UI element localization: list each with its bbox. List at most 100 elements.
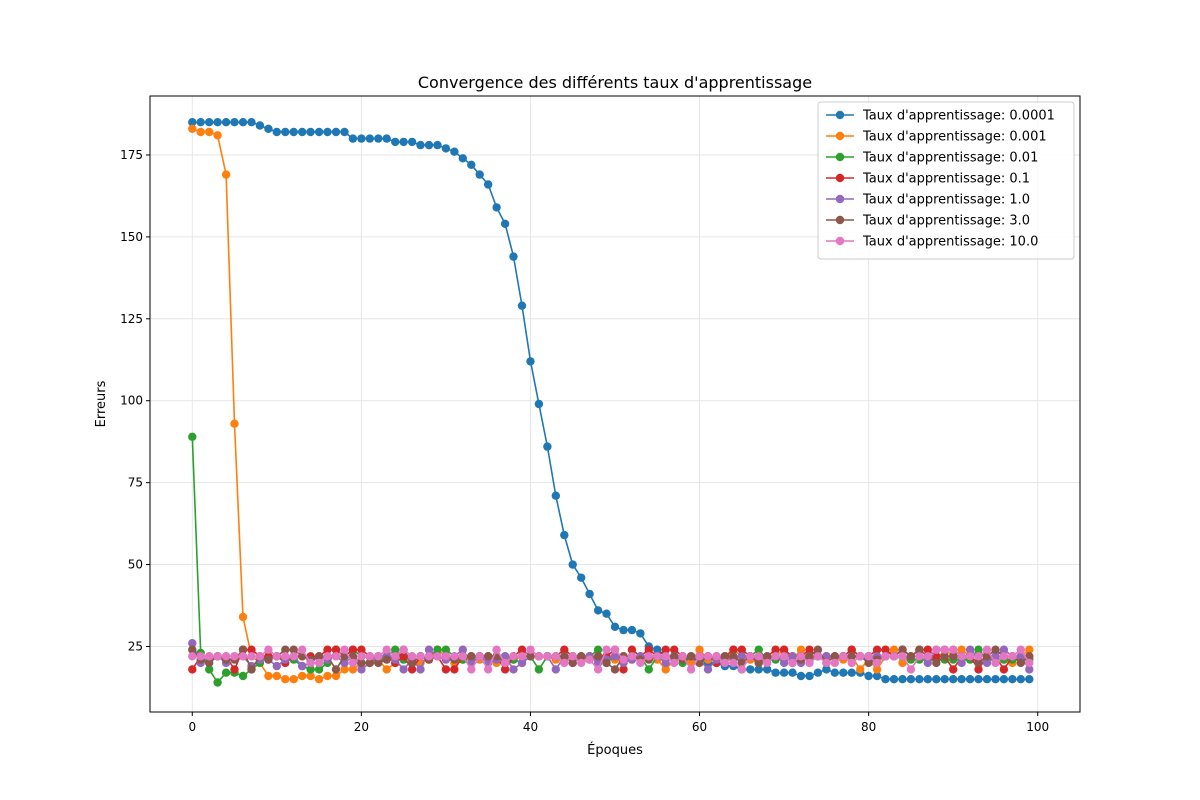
- legend-label: Taux d'apprentissage: 0.001: [862, 130, 1047, 145]
- data-point: [551, 665, 560, 674]
- data-point: [534, 399, 544, 409]
- plot-area: [188, 118, 1034, 687]
- data-point: [974, 675, 983, 684]
- data-point: [424, 140, 434, 150]
- data-point: [695, 645, 704, 654]
- data-point: [932, 658, 941, 668]
- legend-entry: Taux d'apprentissage: 1.0: [826, 193, 1030, 208]
- legend-swatch-marker: [835, 152, 845, 162]
- data-point: [188, 665, 197, 674]
- data-point: [991, 675, 1000, 684]
- data-point: [577, 652, 586, 661]
- data-point: [534, 652, 544, 661]
- data-point: [281, 645, 290, 654]
- data-point: [1025, 675, 1034, 684]
- data-point: [517, 658, 527, 668]
- data-point: [298, 671, 307, 681]
- data-point: [306, 658, 315, 668]
- data-point: [407, 652, 417, 661]
- data-point: [585, 589, 594, 599]
- data-point: [940, 645, 949, 654]
- data-point: [602, 658, 611, 668]
- data-point: [433, 652, 442, 661]
- data-point: [779, 652, 789, 661]
- data-point: [205, 658, 214, 668]
- data-point: [720, 652, 730, 661]
- data-point: [830, 652, 839, 661]
- data-point: [881, 675, 890, 684]
- data-point: [450, 147, 459, 156]
- data-point: [932, 645, 941, 654]
- data-point: [619, 625, 628, 635]
- data-point: [247, 645, 256, 654]
- y-tick-label: 25: [128, 639, 143, 653]
- data-point: [686, 665, 696, 674]
- data-point: [272, 127, 281, 137]
- data-point: [196, 118, 205, 127]
- data-point: [999, 675, 1009, 684]
- data-point: [577, 573, 586, 582]
- data-point: [746, 665, 755, 674]
- data-point: [847, 668, 856, 677]
- data-point: [264, 671, 273, 681]
- data-point: [568, 658, 577, 668]
- data-point: [357, 645, 366, 654]
- data-point: [348, 645, 358, 654]
- data-point: [830, 658, 839, 668]
- data-point: [737, 665, 746, 674]
- data-point: [188, 124, 197, 133]
- data-point: [839, 668, 848, 677]
- data-point: [965, 675, 975, 684]
- data-point: [188, 652, 197, 661]
- data-point: [703, 665, 713, 674]
- data-point: [932, 675, 941, 684]
- data-point: [965, 652, 975, 661]
- data-point: [788, 658, 797, 668]
- data-point: [500, 219, 510, 228]
- data-point: [788, 668, 797, 677]
- data-point: [805, 658, 814, 668]
- data-point: [238, 645, 248, 654]
- data-point: [551, 491, 560, 500]
- data-point: [492, 645, 501, 654]
- data-point: [898, 652, 907, 661]
- data-point: [450, 665, 459, 674]
- chart-title: Convergence des différents taux d'appren…: [418, 73, 812, 92]
- data-point: [636, 629, 645, 638]
- data-point: [331, 127, 341, 137]
- data-point: [526, 652, 535, 661]
- data-point: [1025, 665, 1034, 674]
- data-point: [974, 658, 983, 668]
- data-point: [940, 652, 949, 661]
- data-point: [475, 170, 484, 179]
- data-point: [314, 127, 324, 137]
- data-point: [678, 652, 687, 661]
- data-point: [822, 658, 831, 668]
- data-point: [560, 652, 569, 661]
- data-point: [407, 137, 417, 147]
- series-6: [188, 645, 1034, 674]
- data-point: [670, 645, 679, 654]
- data-point: [314, 658, 324, 668]
- data-point: [391, 137, 400, 147]
- legend-label: Taux d'apprentissage: 1.0: [862, 193, 1030, 208]
- data-point: [441, 645, 451, 654]
- data-point: [737, 645, 746, 654]
- data-point: [255, 121, 265, 130]
- series-line: [192, 648, 1030, 671]
- data-point: [610, 665, 620, 674]
- data-point: [416, 140, 425, 150]
- data-point: [593, 665, 603, 674]
- data-point: [872, 658, 882, 668]
- data-point: [509, 252, 518, 261]
- x-tick-label: 60: [692, 720, 707, 734]
- data-point: [238, 118, 248, 127]
- data-point: [230, 419, 239, 428]
- data-point: [441, 652, 451, 661]
- data-point: [763, 652, 772, 661]
- data-point: [889, 652, 899, 661]
- data-point: [999, 665, 1009, 674]
- data-point: [653, 645, 662, 654]
- data-point: [957, 652, 966, 661]
